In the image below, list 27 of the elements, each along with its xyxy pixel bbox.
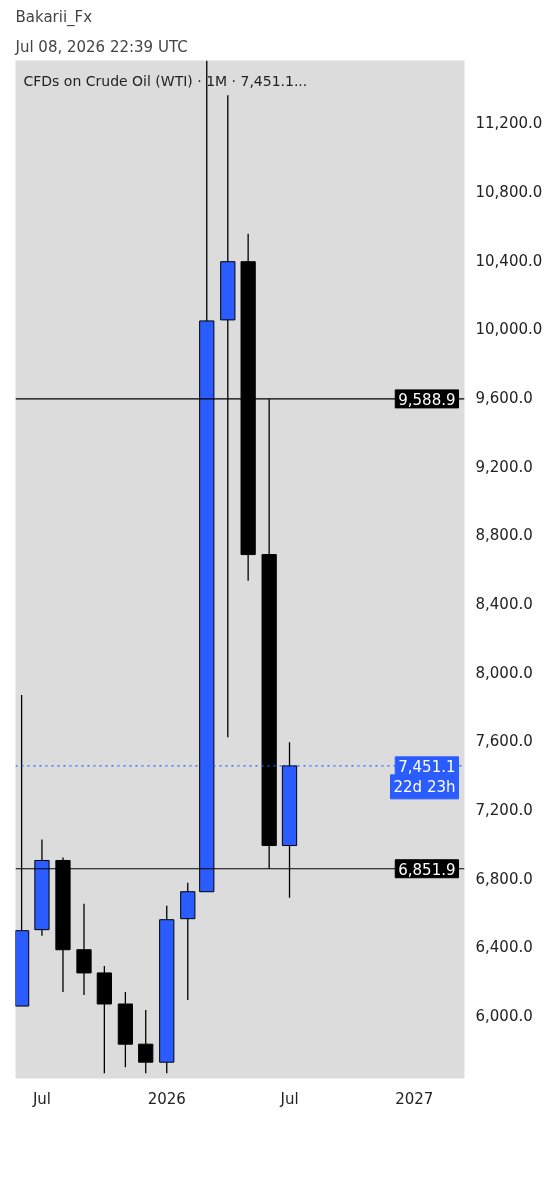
text: CFDs on Crude Oil (WTI) · 1M · 7,451.1...	[23, 72, 308, 89]
x-tick-label: Jul	[31, 1089, 52, 1108]
x-tick-label: 2027	[395, 1089, 434, 1108]
y-tick-label: 10,400.0	[475, 251, 543, 270]
y-tick-label: 6,800.0	[475, 869, 533, 888]
ref-line-label: 6,851.9	[398, 860, 456, 879]
ref-line-label: 9,588.9	[398, 390, 456, 409]
y-tick-label: 8,000.0	[475, 663, 533, 682]
text: Bakarii_Fx	[15, 7, 93, 27]
y-tick-label: 8,400.0	[475, 594, 533, 613]
y-tick-label: 6,000.0	[475, 1006, 533, 1025]
y-tick-label: 10,000.0	[475, 320, 543, 339]
candlestick	[76, 903, 92, 996]
x-tick-label: Jul	[279, 1089, 299, 1108]
y-tick-label: 7,200.0	[475, 800, 533, 819]
y-tick-label: 7,600.0	[475, 732, 533, 751]
y-tick-label: 6,400.0	[475, 938, 533, 957]
y-tick-label: 9,200.0	[475, 457, 533, 476]
y-tick-label: 8,800.0	[475, 526, 533, 545]
ref-line-label: 7,451.1	[398, 757, 456, 776]
y-tick-label: 10,800.0	[475, 182, 543, 201]
candlestick	[138, 1009, 154, 1074]
y-tick-label: 11,200.0	[475, 114, 543, 133]
text: Jul 08, 2026 22:39 UTC	[14, 37, 188, 56]
x-tick-label: 2026	[147, 1089, 186, 1108]
annotation: 22d 23h	[393, 777, 456, 796]
y-tick-label: 9,600.0	[475, 388, 533, 407]
